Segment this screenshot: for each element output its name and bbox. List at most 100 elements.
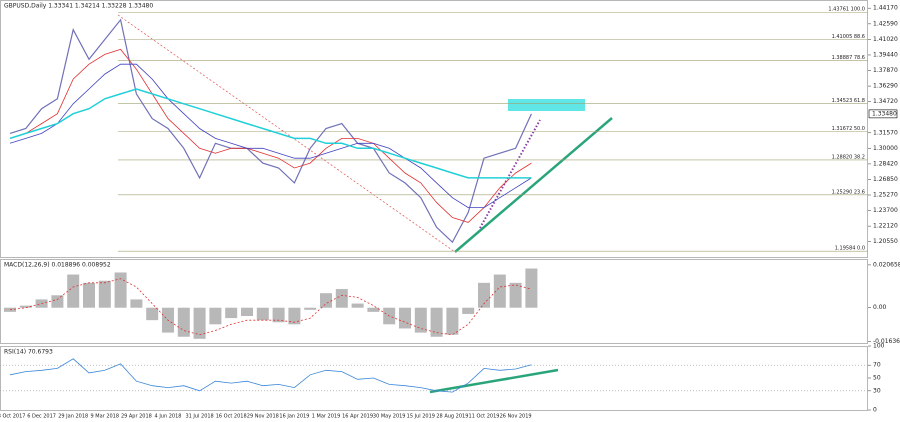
- series-line: [9, 48, 532, 223]
- trendline: [454, 117, 613, 253]
- macd-bar: [146, 307, 159, 321]
- series-line: [9, 88, 532, 179]
- series-line: [9, 18, 532, 244]
- y-tick-label: -0.016362: [873, 338, 900, 345]
- fib-label: 1.19584 0.0: [835, 246, 865, 252]
- macd-bar: [67, 274, 80, 308]
- y-tick-label: 70: [873, 362, 881, 369]
- y-tick-label: 50: [873, 375, 881, 382]
- macd-bar: [335, 289, 348, 308]
- x-tick-label: 6 Dec 2017: [27, 414, 56, 420]
- macd-bar: [462, 307, 475, 314]
- fib-label: 1.31672 50.0: [832, 126, 865, 132]
- y-tick-label: 1.44170: [873, 5, 898, 12]
- y-tick-label: 100: [873, 343, 885, 350]
- x-tick-label: 29 Jan 2018: [58, 414, 88, 420]
- macd-bar: [225, 307, 238, 319]
- x-tick-label: 23 Oct 2017: [0, 414, 25, 420]
- x-tick-label: 1 Mar 2019: [312, 414, 341, 420]
- x-tick-label: 16 Apr 2019: [342, 414, 373, 420]
- x-tick-label: 9 Mar 2018: [91, 414, 120, 420]
- y-tick-label: 1.26850: [873, 176, 898, 183]
- macd-bar: [177, 307, 190, 337]
- macd-bar: [98, 280, 111, 308]
- macd-bar: [19, 305, 32, 308]
- x-tick-label: 11 Oct 2019: [469, 414, 500, 420]
- x-tick-label: 16 Jan 2019: [279, 414, 309, 420]
- macd-bar: [193, 307, 206, 339]
- x-tick-label: 16 Oct 2018: [216, 414, 247, 420]
- x-tick-label: 29 Apr 2018: [121, 414, 152, 420]
- y-tick-label: 1.28420: [873, 160, 898, 167]
- macd-bar: [414, 307, 427, 333]
- y-tick-label: 1.34720: [873, 98, 898, 105]
- macd-bar: [351, 303, 364, 308]
- fib-label: 1.41005 88.6: [832, 34, 865, 40]
- panel-title: GBPUSD,Daily 1.33341 1.34214 1.33228 1.3…: [4, 3, 153, 10]
- last-price-label: 1.33480: [872, 110, 897, 117]
- x-tick-label: 4 Jun 2018: [155, 414, 182, 420]
- macd-bar: [478, 282, 490, 308]
- fib-label: 1.25290 23.6: [832, 189, 865, 195]
- macd-bar: [525, 268, 538, 308]
- y-tick-label: 1.23700: [873, 207, 898, 214]
- macd-bar: [367, 307, 380, 312]
- series-line: [9, 63, 532, 208]
- macd-bar: [288, 307, 301, 325]
- rsi-panel: [0, 346, 868, 411]
- y-tick-label: 1.36290: [873, 83, 898, 90]
- x-tick-label: 30 May 2019: [373, 414, 406, 420]
- rsi-trendline: [429, 368, 559, 394]
- panel-title: RSI(14) 70.6793: [4, 349, 53, 356]
- x-tick-label: 28 Aug 2019: [436, 414, 468, 420]
- panel-title: MACD(12,26,9) 0.018896 0.008952: [4, 262, 111, 269]
- y-tick-label: 30: [873, 387, 881, 394]
- x-tick-label: 29 Nov 2018: [247, 414, 279, 420]
- macd-bar: [430, 307, 443, 337]
- macd-bar: [209, 307, 222, 325]
- fib-label: 1.38887 78.6: [832, 55, 865, 61]
- macd-bar: [256, 307, 269, 321]
- x-tick-label: 26 Nov 2019: [500, 414, 532, 420]
- y-tick-label: 1.39440: [873, 51, 898, 58]
- y-tick-label: 1.20550: [873, 238, 898, 245]
- macd-bar: [304, 307, 317, 310]
- macd-bar: [241, 307, 253, 317]
- series-line: [9, 358, 532, 393]
- macd-bar: [272, 307, 285, 323]
- last-price-box: [868, 109, 898, 119]
- macd-bar: [446, 307, 459, 335]
- trendline-dotted: [479, 119, 541, 229]
- x-tick-label: 15 Jul 2019: [407, 414, 435, 420]
- annotations: [429, 99, 613, 394]
- fib-label: 1.43761 100.0: [828, 7, 865, 13]
- macd-panel: [0, 259, 868, 344]
- price-panel: [0, 0, 868, 258]
- macd-bar: [83, 282, 95, 308]
- macd-bar: [399, 307, 411, 329]
- y-tick-label: 0: [873, 407, 877, 414]
- y-tick-label: 1.42590: [873, 20, 898, 27]
- x-tick-label: 31 Jul 2018: [185, 414, 213, 420]
- y-tick-label: 1.37870: [873, 67, 898, 74]
- macd-bar: [320, 293, 332, 308]
- y-tick-label: 1.41020: [873, 36, 898, 43]
- y-tick-label: 1.22120: [873, 223, 898, 230]
- fib-label: 1.28820 38.2: [832, 154, 865, 160]
- y-tick-label: 1.30000: [873, 145, 898, 152]
- macd-bar: [493, 274, 506, 308]
- target-zone: [508, 99, 585, 111]
- macd-bar: [114, 272, 127, 308]
- macd-bar: [51, 295, 64, 308]
- macd-bar: [509, 282, 522, 308]
- series-line: [9, 278, 532, 336]
- fib-diagonal: [117, 14, 456, 253]
- y-tick-label: 0.020658: [873, 261, 900, 268]
- y-tick-label: 1.31570: [873, 129, 898, 136]
- y-tick-label: 0.00: [873, 304, 887, 311]
- macd-bar: [130, 299, 143, 308]
- y-tick-label: 1.25270: [873, 192, 898, 199]
- fib-label: 1.34523 61.8: [832, 98, 865, 104]
